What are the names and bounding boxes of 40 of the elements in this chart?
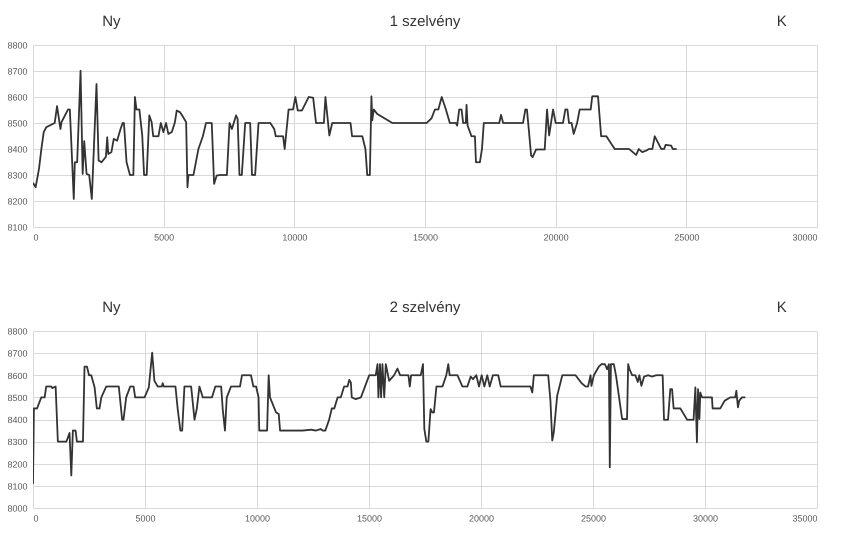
text: Ny (102, 13, 122, 30)
x-tick-label: 0 (34, 232, 39, 242)
chart-title: 2 szelvény (390, 299, 461, 316)
y-tick-label: 8800 (7, 40, 28, 50)
x-tick-label: 5000 (135, 514, 156, 524)
y-tick-label: 8600 (7, 92, 28, 102)
line-series (33, 352, 746, 485)
x-tick-label: 25000 (674, 232, 700, 242)
y-tick-label: 8100 (7, 222, 28, 232)
y-tick-label: 8200 (7, 196, 28, 206)
y-tick-label: 8400 (7, 144, 28, 154)
chart-title: 1 szelvény (390, 13, 461, 30)
x-tick-label: 15000 (356, 514, 382, 524)
x-tick-label: 25000 (580, 514, 606, 524)
y-tick-label: 8300 (7, 437, 28, 448)
text: K (776, 299, 787, 316)
text: Ny (102, 299, 122, 316)
y-tick-label: 8700 (7, 66, 28, 76)
y-tick-label: 8300 (7, 170, 28, 180)
x-tick-label: 20000 (468, 514, 494, 524)
x-tick-label: 30000 (792, 232, 818, 242)
y-tick-label: 8600 (7, 370, 28, 381)
y-tick-label: 8700 (7, 348, 28, 359)
y-tick-label: 8500 (7, 392, 28, 403)
y-tick-label: 8200 (7, 459, 28, 470)
line-series (33, 70, 678, 200)
x-tick-label: 10000 (282, 232, 308, 242)
x-tick-label: 35000 (792, 514, 818, 524)
y-tick-label: 8400 (7, 415, 28, 425)
y-tick-label: 8000 (7, 504, 28, 514)
x-tick-label: 15000 (412, 232, 438, 242)
x-tick-label: 10000 (244, 514, 270, 524)
x-tick-label: 0 (34, 514, 39, 524)
text: K (776, 13, 787, 30)
x-tick-label: 20000 (544, 232, 569, 242)
y-tick-label: 8500 (7, 118, 28, 128)
y-tick-label: 8100 (7, 481, 28, 492)
y-tick-label: 8800 (7, 326, 28, 336)
x-tick-label: 5000 (154, 232, 174, 242)
x-tick-label: 30000 (692, 514, 718, 524)
